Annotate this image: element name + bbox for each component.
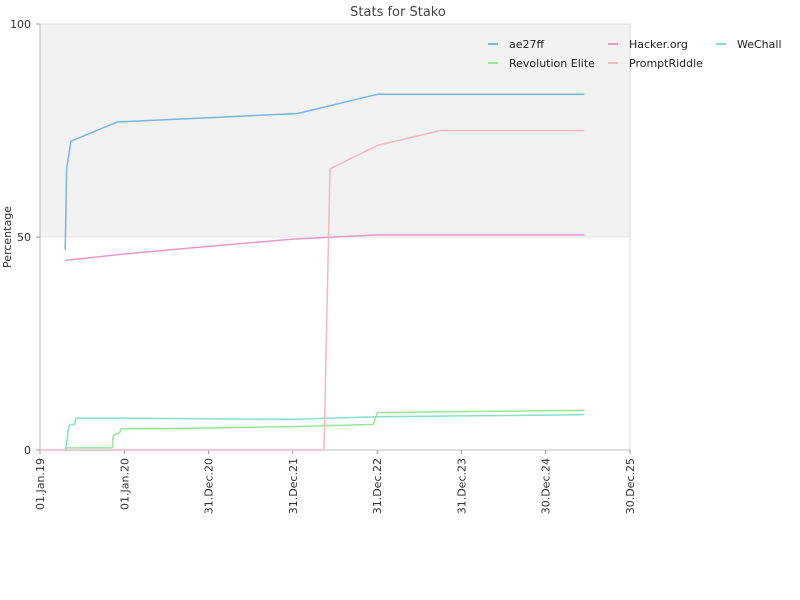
y-tick-label: 0 [24, 444, 31, 457]
legend-label: ae27ff [509, 38, 545, 51]
legend-item-wechall[interactable]: WeChall [716, 38, 782, 51]
x-tick-label: 31.Dec.21 [287, 458, 300, 514]
series-line-promptriddle [40, 129, 585, 451]
legend-item-promptriddle[interactable]: PromptRiddle [608, 57, 703, 70]
axes: 0 50 100 01.Jan.19 01.Jan.20 31.Dec.20 31.Dec.… [10, 18, 637, 514]
x-tick-label: 01.Jan.20 [118, 458, 131, 510]
legend-item-ae27ff[interactable]: ae27ff [488, 38, 545, 51]
x-tick-label: 31.Dec.23 [455, 458, 468, 514]
y-axis-label: Percentage [1, 206, 14, 268]
legend-label: Revolution Elite [509, 57, 595, 70]
legend-item-hacker-org[interactable]: Hacker.org [608, 38, 688, 51]
x-tick-label: 30.Dec.25 [624, 458, 637, 514]
legend: ae27ff Hacker.org WeChall Revolution Elite P… [488, 38, 782, 70]
series-line-hacker-org [65, 234, 585, 262]
series-line-wechall [64, 413, 585, 451]
y-tick-label: 100 [10, 18, 31, 31]
legend-label: PromptRiddle [629, 57, 703, 70]
y-tick-label: 50 [17, 231, 31, 244]
legend-item-revolution-elite[interactable]: Revolution Elite [488, 57, 595, 70]
x-tick-label: 31.Dec.20 [203, 458, 216, 514]
chart-title: Stats for Stako [350, 5, 446, 20]
series-line-revolution-elite [65, 409, 585, 449]
x-tick-label: 30.Dec.24 [540, 458, 553, 514]
legend-label: WeChall [737, 38, 782, 51]
x-tick-label: 31.Dec.22 [371, 458, 384, 514]
legend-label: Hacker.org [629, 38, 688, 51]
series-layer [40, 93, 585, 451]
series-line-ae27ff [64, 93, 585, 250]
x-tick-label: 01.Jan.19 [34, 458, 47, 510]
